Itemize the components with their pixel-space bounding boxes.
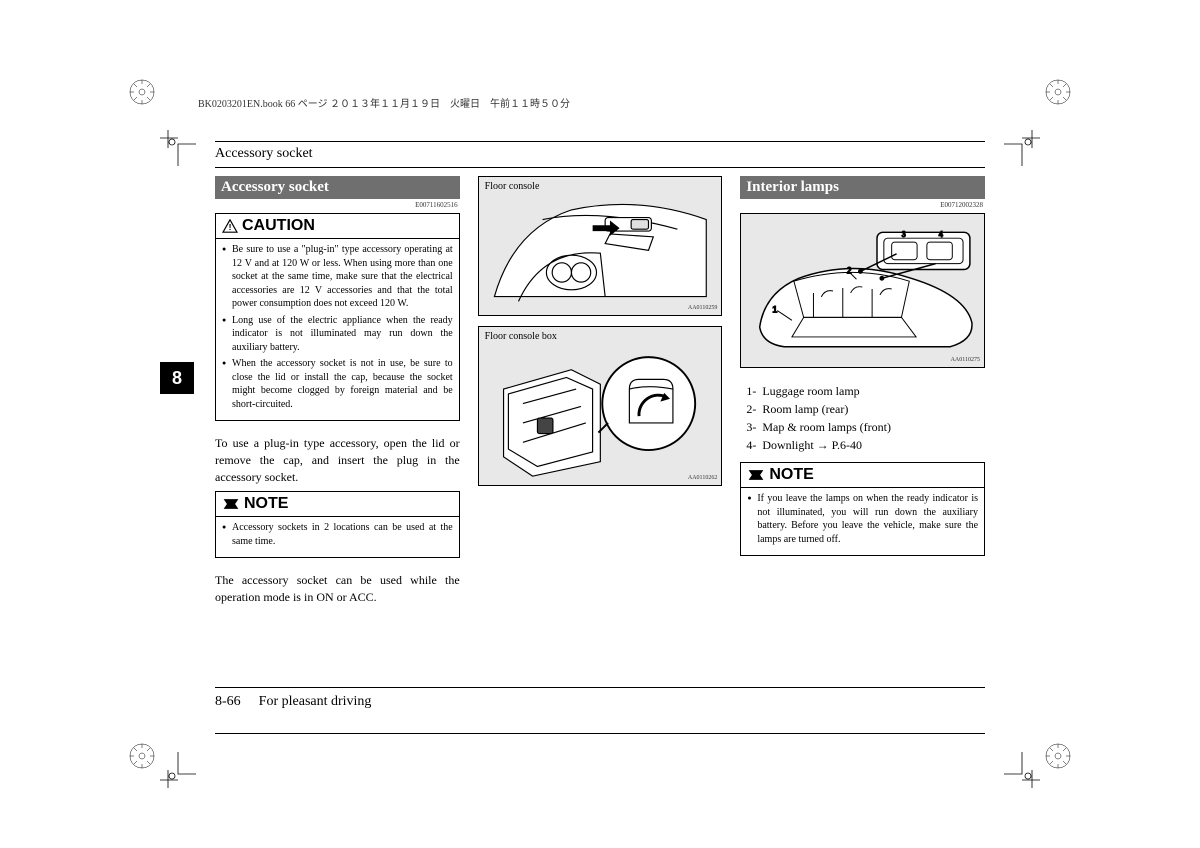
- note-box: NOTE Accessory sockets in 2 locations ca…: [215, 491, 460, 558]
- caution-item: When the accessory socket is not in use,…: [222, 357, 453, 411]
- rule: [215, 167, 985, 168]
- note-item: If you leave the lamps on when the ready…: [747, 492, 978, 546]
- note-label: NOTE: [769, 466, 813, 484]
- content-area: Accessory socket E00711602516 ! CAUTION …: [215, 176, 985, 688]
- note-body: If you leave the lamps on when the ready…: [741, 488, 984, 555]
- note-icon: [747, 468, 765, 482]
- caution-head: ! CAUTION: [216, 214, 459, 239]
- figure-label: Floor console: [485, 181, 540, 192]
- caution-item: Long use of the electric appliance when …: [222, 314, 453, 355]
- figure-interior-lamps: 3 4 1 2 AA0110275: [740, 213, 985, 368]
- rule: [215, 733, 985, 734]
- print-ornament-icon: [128, 742, 156, 770]
- figure-code: AA0110259: [688, 305, 717, 311]
- print-header: BK0203201EN.book 66 ページ ２０１３年１１月１９日 火曜日 …: [198, 95, 570, 110]
- figure-label: Floor console box: [485, 331, 557, 342]
- figure-illustration: [483, 331, 718, 481]
- crop-mark-icon: [160, 130, 196, 166]
- body-paragraph: The accessory socket can be used while t…: [215, 572, 460, 606]
- legend-item: 1-Luggage room lamp: [746, 382, 985, 400]
- note-label: NOTE: [244, 495, 288, 513]
- crop-mark-icon: [1004, 130, 1040, 166]
- column-1: Accessory socket E00711602516 ! CAUTION …: [215, 176, 460, 688]
- column-2: Floor console AA0110259 Floor console bo…: [478, 176, 723, 688]
- running-head: Accessory socket: [215, 146, 313, 162]
- note-item: Accessory sockets in 2 locations can be …: [222, 521, 453, 548]
- caution-label: CAUTION: [242, 217, 315, 235]
- body-paragraph: To use a plug-in type accessory, open th…: [215, 435, 460, 485]
- svg-text:3: 3: [902, 230, 907, 239]
- legend-item: 4-Downlight → P.6-40: [746, 436, 985, 454]
- note-box: NOTE If you leave the lamps on when the …: [740, 462, 985, 556]
- page-footer: 8-66 For pleasant driving: [215, 687, 985, 710]
- figure-floor-console: Floor console AA0110259: [478, 176, 723, 316]
- figure-illustration: 3 4 1 2: [745, 218, 980, 363]
- figure-floor-console-box: Floor console box AA0110262: [478, 326, 723, 486]
- svg-text:4: 4: [939, 230, 944, 239]
- section-title: Accessory socket: [215, 176, 460, 199]
- crop-mark-icon: [160, 752, 196, 788]
- chapter-name: For pleasant driving: [259, 694, 372, 710]
- caution-icon: !: [222, 219, 238, 233]
- svg-text:1: 1: [773, 305, 778, 315]
- figure-code: AA0110262: [688, 475, 717, 481]
- section-title: Interior lamps: [740, 176, 985, 199]
- figure-code: AA0110275: [951, 357, 980, 363]
- section-ecode: E00711602516: [215, 199, 460, 213]
- note-head: NOTE: [741, 463, 984, 488]
- section-ecode: E00712002328: [740, 199, 985, 213]
- lamp-legend: 1-Luggage room lamp 2-Room lamp (rear) 3…: [746, 382, 985, 454]
- legend-item: 2-Room lamp (rear): [746, 400, 985, 418]
- note-head: NOTE: [216, 492, 459, 517]
- caution-item: Be sure to use a "plug-in" type accessor…: [222, 243, 453, 311]
- print-ornament-icon: [1044, 78, 1072, 106]
- legend-item: 3-Map & room lamps (front): [746, 418, 985, 436]
- page-number: 8-66: [215, 694, 241, 710]
- note-icon: [222, 497, 240, 511]
- svg-text:!: !: [229, 222, 232, 232]
- note-body: Accessory sockets in 2 locations can be …: [216, 517, 459, 557]
- figure-illustration: [483, 181, 718, 311]
- rule: [215, 141, 985, 142]
- crop-mark-icon: [1004, 752, 1040, 788]
- caution-body: Be sure to use a "plug-in" type accessor…: [216, 239, 459, 420]
- print-ornament-icon: [1044, 742, 1072, 770]
- chapter-tab: 8: [160, 362, 194, 394]
- print-ornament-icon: [128, 78, 156, 106]
- column-3: Interior lamps E00712002328 3 4: [740, 176, 985, 688]
- caution-box: ! CAUTION Be sure to use a "plug-in" typ…: [215, 213, 460, 421]
